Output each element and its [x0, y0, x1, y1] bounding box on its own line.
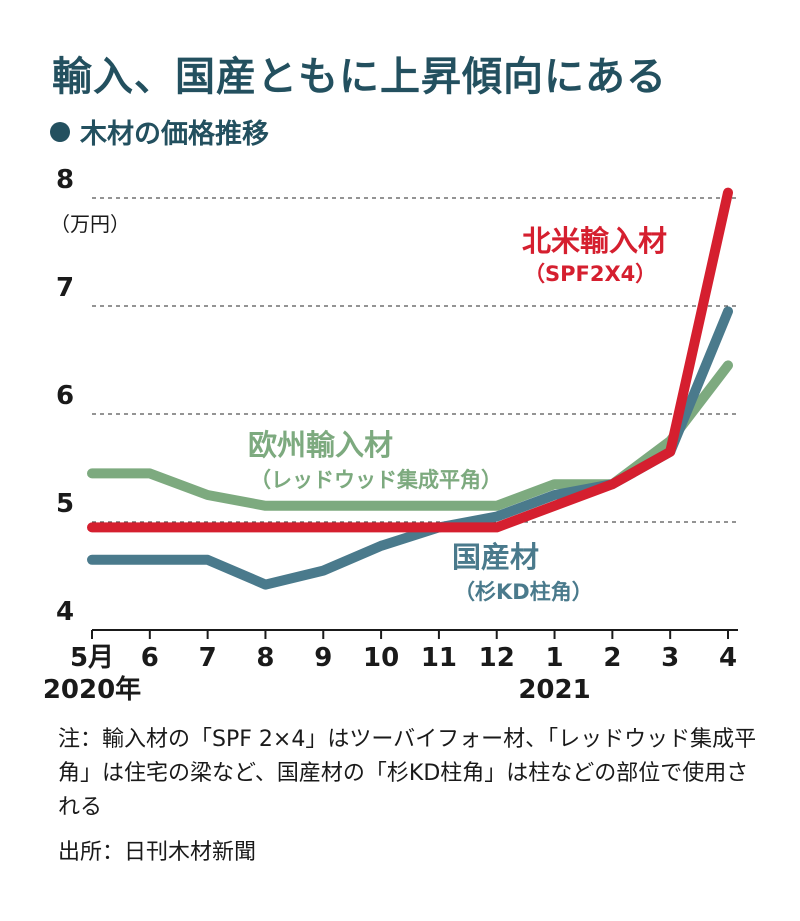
x-tick-label-10: 3: [661, 643, 679, 673]
y-unit-label: （万円）: [50, 212, 130, 236]
x-tick-label-5: 10: [363, 643, 399, 673]
y-tick-label-7: 7: [56, 273, 74, 303]
series-line-2: [87, 187, 733, 533]
source-credit: 出所：日刊木材新聞: [58, 840, 257, 865]
y-tick-label-4: 4: [56, 597, 74, 627]
x-tick-label-1: 6: [141, 643, 159, 673]
subtitle-text: 木材の価格推移: [80, 119, 269, 150]
y-tick-label-8: 8: [56, 165, 74, 195]
year-label-0: 2020年: [43, 674, 141, 705]
series-label-2: 北米輸入材: [522, 224, 667, 258]
series-sublabel-1: （杉KD柱角）: [454, 580, 593, 604]
series-label-0: 欧州輸入材: [248, 428, 393, 462]
year-label-1: 2021: [518, 675, 590, 705]
x-tick-label-8: 1: [545, 643, 563, 673]
chart-subtitle: 木材の価格推移: [50, 112, 269, 151]
x-tick-label-6: 11: [421, 643, 457, 673]
x-tick-label-9: 2: [603, 643, 621, 673]
footnote-label: 注：: [58, 727, 103, 752]
footnote: 注：輸入材の「SPF 2×4」はツーバイフォー材、「レッドウッド集成平角」は住宅…: [58, 723, 758, 825]
x-tick-label-3: 8: [256, 643, 274, 673]
x-tick-label-7: 12: [479, 643, 515, 673]
x-tick-label-2: 7: [199, 643, 217, 673]
x-tick-label-0: 5月: [70, 643, 114, 673]
series-sublabel-0: （レッドウッド集成平角）: [250, 468, 502, 492]
series-line-1: [87, 306, 733, 590]
chart-title: 輸入、国産ともに上昇傾向にある: [52, 54, 667, 100]
footnote-text: 輸入材の「SPF 2×4」はツーバイフォー材、「レッドウッド集成平角」は住宅の梁…: [58, 727, 757, 820]
y-tick-label-6: 6: [56, 381, 74, 411]
x-tick-label-11: 4: [719, 643, 737, 673]
bullet-icon: [50, 121, 70, 142]
series-sublabel-2: （SPF2X4）: [524, 262, 656, 286]
y-tick-label-5: 5: [56, 489, 74, 519]
x-tick-label-4: 9: [314, 643, 332, 673]
series-label-1: 国産材: [452, 540, 539, 574]
